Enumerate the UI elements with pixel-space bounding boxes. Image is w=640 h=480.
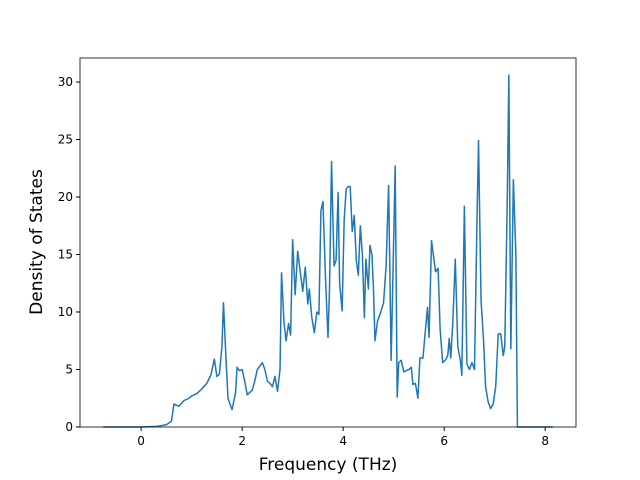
y-tick-label: 5: [65, 363, 73, 377]
x-tick-label: 8: [541, 434, 549, 448]
y-tick-label: 0: [65, 420, 73, 434]
plot-frame: [79, 57, 577, 428]
x-tick-label: 2: [238, 434, 246, 448]
x-tick-label: 6: [440, 434, 448, 448]
y-tick-label: 30: [58, 75, 73, 89]
x-tick-label: 0: [137, 434, 145, 448]
y-tick-label: 15: [58, 248, 73, 262]
y-tick-label: 25: [58, 133, 73, 147]
y-axis-label: Density of States: [27, 169, 47, 315]
y-tick-label: 20: [58, 190, 73, 204]
x-tick-label: 4: [339, 434, 347, 448]
data-line: [103, 74, 553, 428]
x-axis-label: Frequency (THz): [259, 455, 398, 475]
y-tick-label: 10: [58, 305, 73, 319]
